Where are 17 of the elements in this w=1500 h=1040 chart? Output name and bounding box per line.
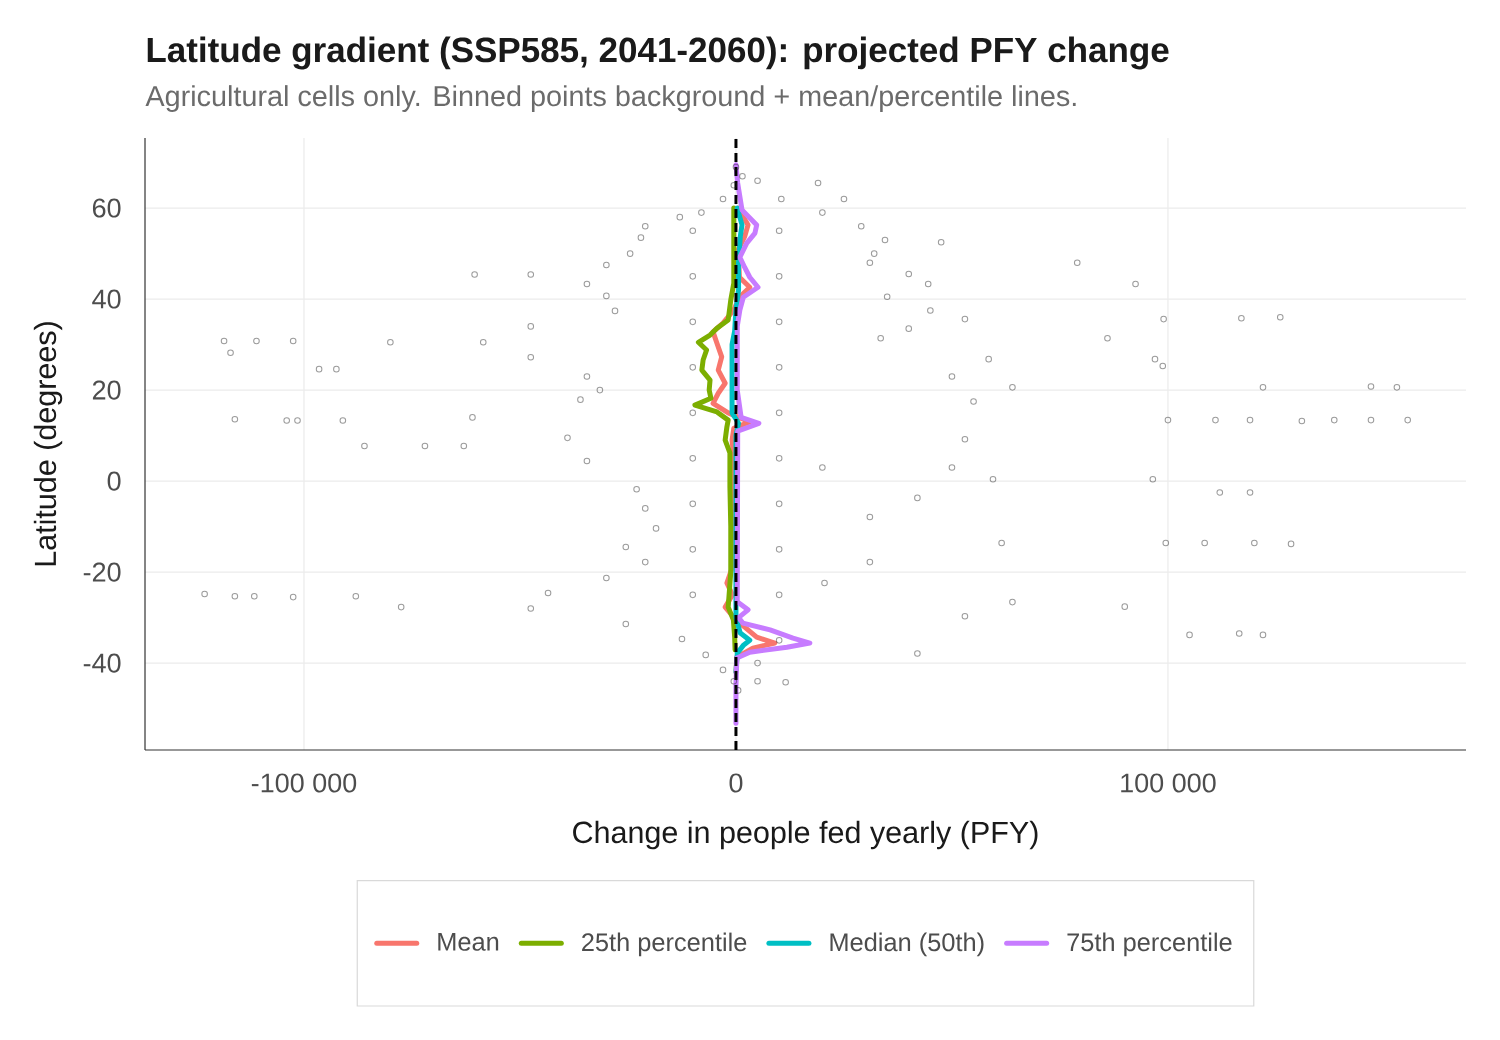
y-tick-label: 60 (92, 198, 121, 218)
x-tick-label: 0 (729, 773, 743, 793)
y-tick-label: -20 (83, 562, 121, 582)
y-tick-label: 40 (92, 289, 121, 309)
x-tick-label: 100 000 (1121, 773, 1216, 793)
legend-label: Mean (438, 933, 499, 951)
x-tick-label: -100 000 (251, 773, 357, 793)
y-tick-label: 0 (107, 471, 121, 491)
y-axis-title: Latitude (degrees) (33, 322, 63, 566)
legend-label: Median (50th) (830, 932, 984, 957)
chart-title: Latitude gradient (SSP585, 2041-2060): projected PFY change (147, 36, 1169, 70)
y-tick-label: -40 (83, 653, 121, 673)
legend-label: 75th percentile (1067, 932, 1232, 957)
legend-label: 25th percentile (582, 932, 747, 957)
y-tick-label: 20 (92, 380, 121, 400)
x-axis-title: Change in people fed yearly (PFY) (573, 820, 1038, 850)
chart-subtitle: Agricultural cells only. Binned points background + mean/percentile lines. (145, 85, 1076, 112)
